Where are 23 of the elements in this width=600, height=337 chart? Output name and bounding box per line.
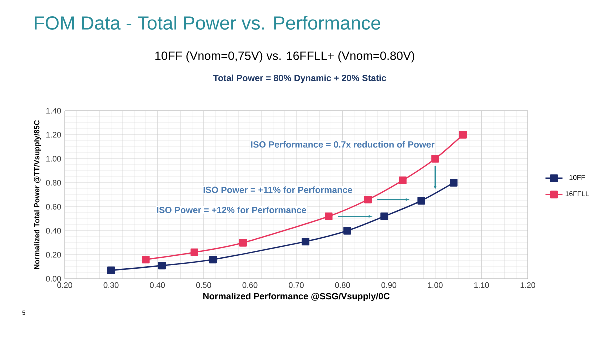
point [239, 239, 248, 247]
annotation: ISO Performance = 0.7x reduction of Power [251, 141, 435, 148]
point [325, 212, 333, 220]
point [344, 227, 352, 235]
point [190, 248, 198, 256]
point [302, 238, 310, 246]
point [142, 256, 150, 264]
chart-title: FOM Data - Total Power vs. Performance [35, 16, 380, 30]
point [380, 212, 388, 220]
point [158, 262, 166, 270]
point [399, 176, 407, 184]
annotation: ISO Power = +11% for Performance [204, 186, 352, 194]
chart-subtitle: 10FF (Vnom=0,75V) vs. 16FFLL+ (Vnom=0.80V) [156, 51, 415, 63]
point [432, 155, 440, 163]
point [459, 131, 468, 139]
point [450, 179, 458, 187]
point [107, 266, 116, 274]
point [209, 256, 218, 264]
x-axis-title: Normalized Performance @SSG/Vsupply/0C [204, 293, 390, 302]
point [418, 197, 426, 205]
annotation: ISO Power = +12% for Performance [157, 206, 306, 214]
point [364, 196, 372, 204]
text: Total Power = 80% Dynamic + 20% Static [213, 74, 386, 84]
